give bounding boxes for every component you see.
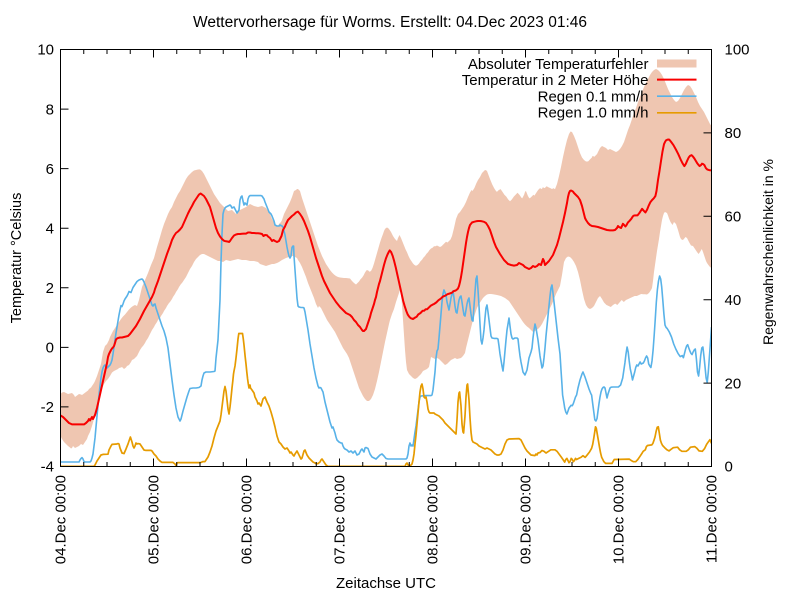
svg-text:Regen 1.0 mm/h: Regen 1.0 mm/h [538, 105, 649, 122]
svg-text:Temperatur °Celsius: Temperatur °Celsius [9, 193, 25, 324]
svg-text:6: 6 [46, 161, 54, 178]
svg-text:Regen 0.1 mm/h: Regen 0.1 mm/h [538, 88, 649, 105]
svg-text:2: 2 [46, 280, 54, 297]
svg-text:0: 0 [46, 340, 54, 357]
svg-text:Regenwahrscheinlichkeit in %: Regenwahrscheinlichkeit in % [760, 159, 776, 345]
svg-text:09.Dec 00:00: 09.Dec 00:00 [518, 475, 535, 564]
svg-text:0: 0 [725, 459, 733, 476]
svg-text:Temperatur in 2 Meter Höhe: Temperatur in 2 Meter Höhe [462, 72, 649, 89]
svg-text:Zeitachse UTC: Zeitachse UTC [336, 575, 436, 592]
svg-text:20: 20 [725, 375, 742, 392]
svg-text:100: 100 [725, 42, 750, 59]
svg-text:06.Dec 00:00: 06.Dec 00:00 [239, 475, 256, 564]
svg-text:4: 4 [46, 220, 54, 237]
svg-text:04.Dec 00:00: 04.Dec 00:00 [53, 475, 70, 564]
svg-text:40: 40 [725, 292, 742, 309]
svg-text:05.Dec 00:00: 05.Dec 00:00 [146, 475, 163, 564]
svg-text:-4: -4 [41, 459, 54, 476]
svg-text:60: 60 [725, 209, 742, 226]
svg-text:11.Dec 00:00: 11.Dec 00:00 [704, 475, 721, 563]
svg-text:10.Dec 00:00: 10.Dec 00:00 [611, 475, 628, 564]
svg-text:Wettervorhersage für Worms. Er: Wettervorhersage für Worms. Erstellt: 04… [193, 14, 587, 31]
svg-text:8: 8 [46, 101, 54, 118]
svg-text:Absoluter Temperaturfehler: Absoluter Temperaturfehler [468, 56, 649, 73]
svg-text:08.Dec 00:00: 08.Dec 00:00 [425, 475, 442, 564]
svg-text:80: 80 [725, 125, 742, 142]
svg-text:07.Dec 00:00: 07.Dec 00:00 [332, 475, 349, 564]
svg-text:10: 10 [37, 42, 54, 59]
svg-text:-2: -2 [41, 399, 54, 416]
